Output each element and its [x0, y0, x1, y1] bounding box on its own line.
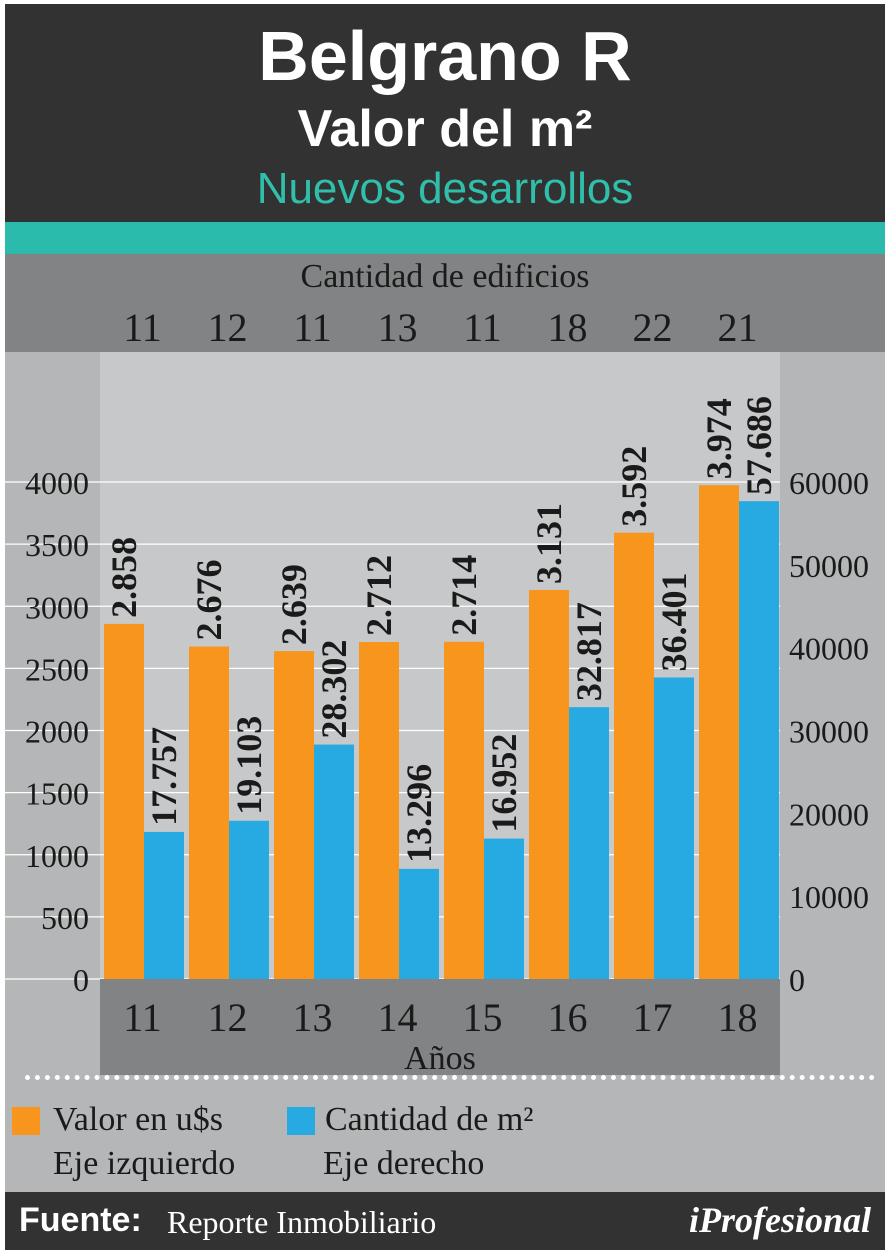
page-subtitle: Valor del m²	[297, 100, 593, 158]
buildings-count: 21	[717, 305, 758, 350]
y-right-tick-label: 20000	[789, 796, 869, 832]
bar-value-usd	[699, 485, 739, 979]
bar-area-m2	[569, 707, 609, 979]
bar-label-area-m2: 17.757	[144, 727, 184, 826]
bar-label-value-usd: 3.131	[529, 503, 569, 584]
y-left-tick-label: 3000	[25, 589, 89, 625]
page-subtitle-secondary: Nuevos desarrollos	[256, 164, 634, 213]
bar-area-m2	[314, 744, 354, 979]
legend-label-area: Cantidad de m²	[325, 1101, 534, 1138]
bar-label-value-usd: 3.974	[699, 398, 739, 479]
bar-value-usd	[274, 651, 314, 979]
x-axis-band	[100, 979, 780, 1075]
legend-separator	[25, 1075, 875, 1080]
x-tick-label: 12	[208, 995, 248, 1040]
y-left-tick-label: 500	[41, 900, 89, 936]
bar-value-usd	[614, 532, 654, 979]
bar-area-m2	[484, 838, 524, 979]
bar-label-area-m2: 16.952	[484, 734, 524, 833]
y-right-tick-label: 40000	[789, 631, 869, 667]
y-left-tick-label: 4000	[25, 465, 89, 501]
infographic-frame: Belgrano R Valor del m² Nuevos desarroll…	[5, 4, 885, 1250]
buildings-count: 11	[123, 305, 162, 350]
bar-label-area-m2: 57.686	[739, 396, 779, 495]
bar-label-area-m2: 19.103	[229, 716, 269, 815]
bar-value-usd	[104, 623, 144, 979]
dual-axis-bar-chart: 0500100015002000250030003500400001000020…	[5, 352, 869, 1077]
x-tick-label: 15	[463, 995, 503, 1040]
x-tick-label: 16	[548, 995, 588, 1040]
x-tick-label: 18	[718, 995, 758, 1040]
legend-label-value: Valor en u$s	[53, 1101, 223, 1138]
footer: Fuente: Reporte Inmobiliario iProfesiona…	[5, 1192, 885, 1250]
bar-value-usd	[444, 641, 484, 979]
y-left-tick-label: 2500	[25, 651, 89, 687]
bar-area-m2	[739, 501, 779, 979]
bar-area-m2	[229, 820, 269, 979]
buildings-count: 12	[207, 305, 248, 350]
buildings-count: 22	[632, 305, 673, 350]
bar-area-m2	[654, 677, 694, 979]
y-right-tick-label: 60000	[789, 465, 869, 501]
bar-label-area-m2: 28.302	[314, 640, 354, 739]
bar-label-value-usd: 2.712	[359, 555, 399, 636]
bar-label-area-m2: 13.296	[399, 764, 439, 863]
buildings-count: 18	[547, 305, 588, 350]
buildings-count-title: Cantidad de edificios	[300, 258, 590, 295]
bar-label-value-usd: 2.676	[189, 560, 229, 641]
buildings-count: 13	[377, 305, 418, 350]
buildings-count-band: Cantidad de edificios 11 12 11 13 11 18 22 21	[5, 254, 885, 352]
y-left-tick-label: 2000	[25, 714, 89, 750]
header: Belgrano R Valor del m² Nuevos desarroll…	[5, 4, 885, 222]
footer-source-label: Fuente:	[19, 1201, 142, 1239]
bar-label-area-m2: 36.401	[654, 572, 694, 671]
y-left-tick-label: 1500	[25, 776, 89, 812]
bar-value-usd	[529, 589, 569, 979]
bar-value-usd	[359, 642, 399, 979]
y-right-tick-label: 30000	[789, 714, 869, 750]
bar-value-usd	[189, 646, 229, 979]
bar-label-value-usd: 2.639	[274, 564, 314, 645]
y-left-tick-label: 3500	[25, 527, 89, 563]
bar-label-value-usd: 3.592	[614, 446, 654, 527]
bar-area-m2	[399, 868, 439, 979]
x-axis-title: Años	[404, 1040, 476, 1077]
y-right-tick-label: 0	[789, 962, 805, 998]
accent-bar	[5, 222, 885, 254]
y-left-tick-label: 0	[73, 962, 89, 998]
legend-swatch-value	[12, 1107, 40, 1135]
x-tick-label: 14	[378, 995, 418, 1040]
bar-label-value-usd: 2.714	[444, 555, 484, 636]
legend-note-value: Eje izquierdo	[53, 1145, 236, 1182]
x-tick-label: 13	[293, 995, 333, 1040]
footer-source-text: Reporte Inmobiliario	[167, 1204, 437, 1240]
bar-label-area-m2: 32.817	[569, 602, 609, 701]
page-title: Belgrano R	[258, 17, 632, 95]
y-left-tick-label: 1000	[25, 838, 89, 874]
bar-area-m2	[144, 831, 184, 979]
x-tick-label: 17	[633, 995, 673, 1040]
legend-swatch-area	[287, 1107, 315, 1135]
buildings-count: 11	[293, 305, 332, 350]
y-right-tick-label: 50000	[789, 548, 869, 584]
x-tick-label: 11	[123, 995, 162, 1040]
buildings-count: 11	[463, 305, 502, 350]
brand-logo: iProfesional	[688, 1200, 871, 1240]
bar-label-value-usd: 2.858	[104, 537, 144, 618]
y-right-tick-label: 10000	[789, 879, 869, 915]
legend-note-area: Eje derecho	[323, 1145, 485, 1182]
